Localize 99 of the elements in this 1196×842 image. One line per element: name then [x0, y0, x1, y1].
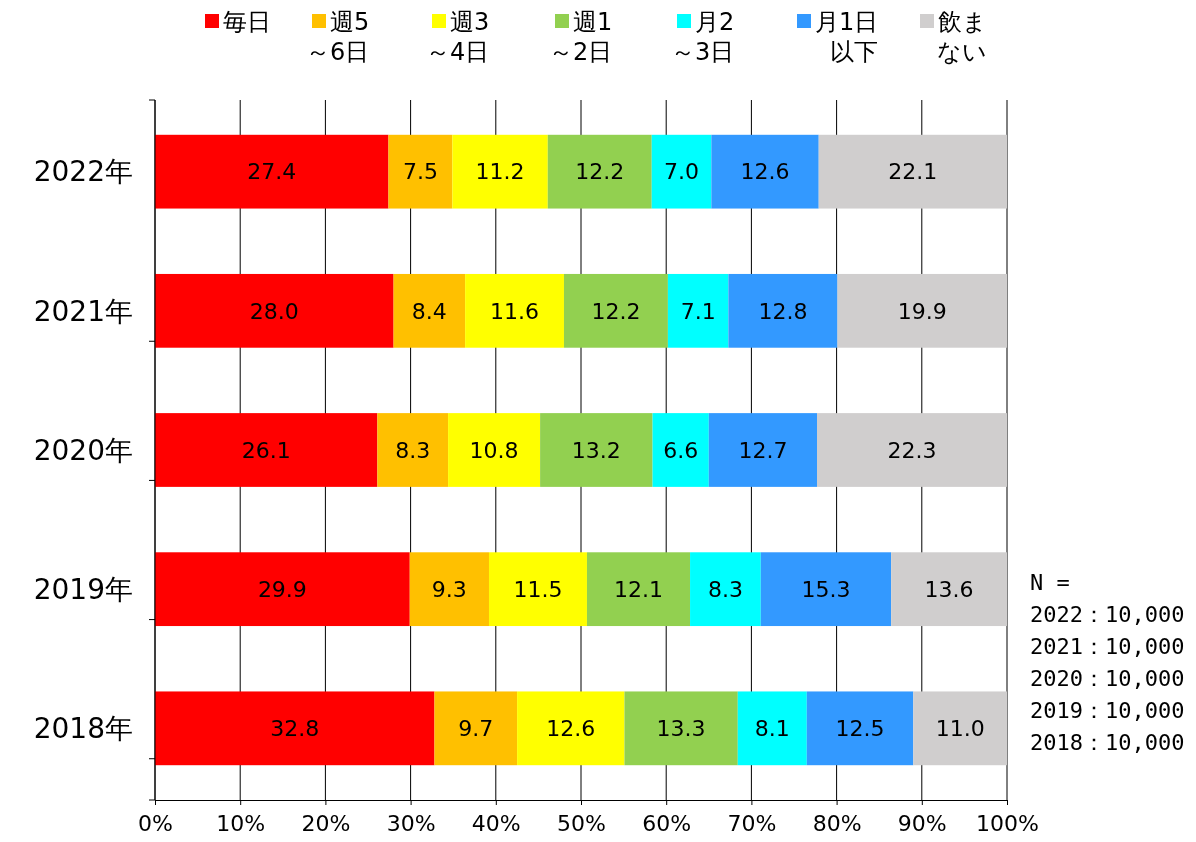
data-label: 12.8	[758, 298, 808, 324]
legend-label: 週1～2日	[549, 8, 613, 66]
legend-label: 飲まない	[937, 8, 987, 66]
text: 2019：10,000	[1030, 698, 1185, 723]
data-label: 9.3	[431, 576, 467, 602]
x-tick-label: 90%	[897, 810, 947, 836]
legend-label: 月2～3日	[671, 8, 735, 66]
data-label: 13.6	[924, 576, 974, 602]
bar	[818, 134, 1007, 209]
data-label: 8.3	[707, 576, 743, 602]
x-tick-label: 20%	[301, 810, 351, 836]
bar	[517, 691, 625, 766]
bar	[837, 273, 1007, 348]
data-label: 8.4	[411, 298, 447, 324]
bar	[155, 691, 435, 766]
bar	[540, 413, 653, 487]
y-tick-label: 2022年	[33, 155, 133, 189]
legend-label: 毎日	[223, 8, 271, 36]
text: 2020：10,000	[1030, 666, 1185, 691]
bar	[651, 134, 712, 209]
data-label: 19.9	[897, 298, 947, 324]
x-tick-label: 40%	[471, 810, 521, 836]
legend-label: 週3～4日	[426, 8, 490, 66]
data-label: 11.2	[475, 159, 525, 185]
data-label: 15.3	[801, 576, 851, 602]
text: N =	[1030, 570, 1070, 595]
bar	[586, 552, 691, 627]
data-label: 7.5	[402, 159, 438, 185]
y-tick-label: 2020年	[33, 433, 133, 467]
data-label: 28.0	[249, 298, 299, 324]
y-tick-label: 2018年	[33, 712, 133, 746]
bar	[388, 134, 453, 209]
data-label: 13.3	[656, 716, 706, 742]
data-label: 12.6	[546, 716, 596, 742]
bar	[652, 413, 709, 487]
data-label: 9.7	[458, 716, 494, 742]
data-label: 29.9	[257, 576, 307, 602]
bar	[891, 552, 1007, 627]
bar	[448, 413, 541, 487]
bar	[563, 273, 668, 348]
bar	[711, 134, 819, 209]
data-label: 22.1	[888, 159, 938, 185]
bar	[155, 134, 389, 209]
bar	[547, 134, 652, 209]
bar	[377, 413, 449, 487]
data-label: 26.1	[241, 437, 291, 463]
bar	[817, 413, 1007, 487]
bar	[737, 691, 807, 766]
data-label: 12.7	[738, 437, 788, 463]
bar	[434, 691, 518, 766]
y-tick-label: 2019年	[33, 572, 133, 606]
x-tick-label: 10%	[216, 810, 266, 836]
bar	[667, 273, 729, 348]
x-tick-label: 50%	[557, 810, 606, 836]
data-label: 10.8	[469, 437, 519, 463]
bar	[488, 552, 587, 627]
bar	[806, 691, 914, 766]
data-label: 12.5	[835, 716, 885, 742]
data-label: 32.8	[270, 716, 320, 742]
bar	[708, 413, 817, 487]
data-label: 7.1	[680, 298, 716, 324]
x-tick-label: 30%	[386, 810, 436, 836]
data-label: 8.3	[395, 437, 431, 463]
data-label: 11.5	[513, 576, 563, 602]
x-tick-label: 80%	[812, 810, 862, 836]
legend-label: 月1日以下	[815, 8, 879, 66]
data-label: 12.2	[575, 159, 625, 185]
data-label: 11.6	[490, 298, 540, 324]
bar	[393, 273, 466, 348]
bar	[760, 552, 892, 627]
data-label: 12.6	[740, 159, 790, 185]
bar	[409, 552, 489, 627]
bar	[465, 273, 564, 348]
bar	[624, 691, 738, 766]
data-label: 12.1	[614, 576, 663, 602]
data-label: 12.2	[591, 298, 641, 324]
text: 2022：10,000	[1030, 602, 1185, 627]
data-label: 27.4	[247, 159, 297, 185]
bar	[155, 273, 394, 348]
bar	[728, 273, 838, 348]
bar	[155, 413, 378, 487]
legend-label: 週5～6日	[306, 8, 370, 66]
bar	[452, 134, 548, 209]
bar	[690, 552, 761, 627]
data-label: 8.1	[754, 716, 790, 742]
data-label: 6.6	[663, 437, 699, 463]
data-label: 13.2	[571, 437, 621, 463]
data-label: 7.0	[664, 159, 700, 185]
x-tick-label: 60%	[642, 810, 692, 836]
text: 2021：10,000	[1030, 634, 1185, 659]
x-tick-label: 0%	[138, 810, 173, 836]
data-label: 11.0	[935, 716, 985, 742]
bar	[913, 691, 1007, 766]
text: 2018：10,000	[1030, 730, 1185, 755]
data-label: 22.3	[887, 437, 937, 463]
bar	[155, 552, 410, 627]
x-tick-label: 70%	[727, 810, 777, 836]
y-tick-label: 2021年	[33, 294, 133, 328]
x-tick-label: 100%	[976, 810, 1039, 836]
